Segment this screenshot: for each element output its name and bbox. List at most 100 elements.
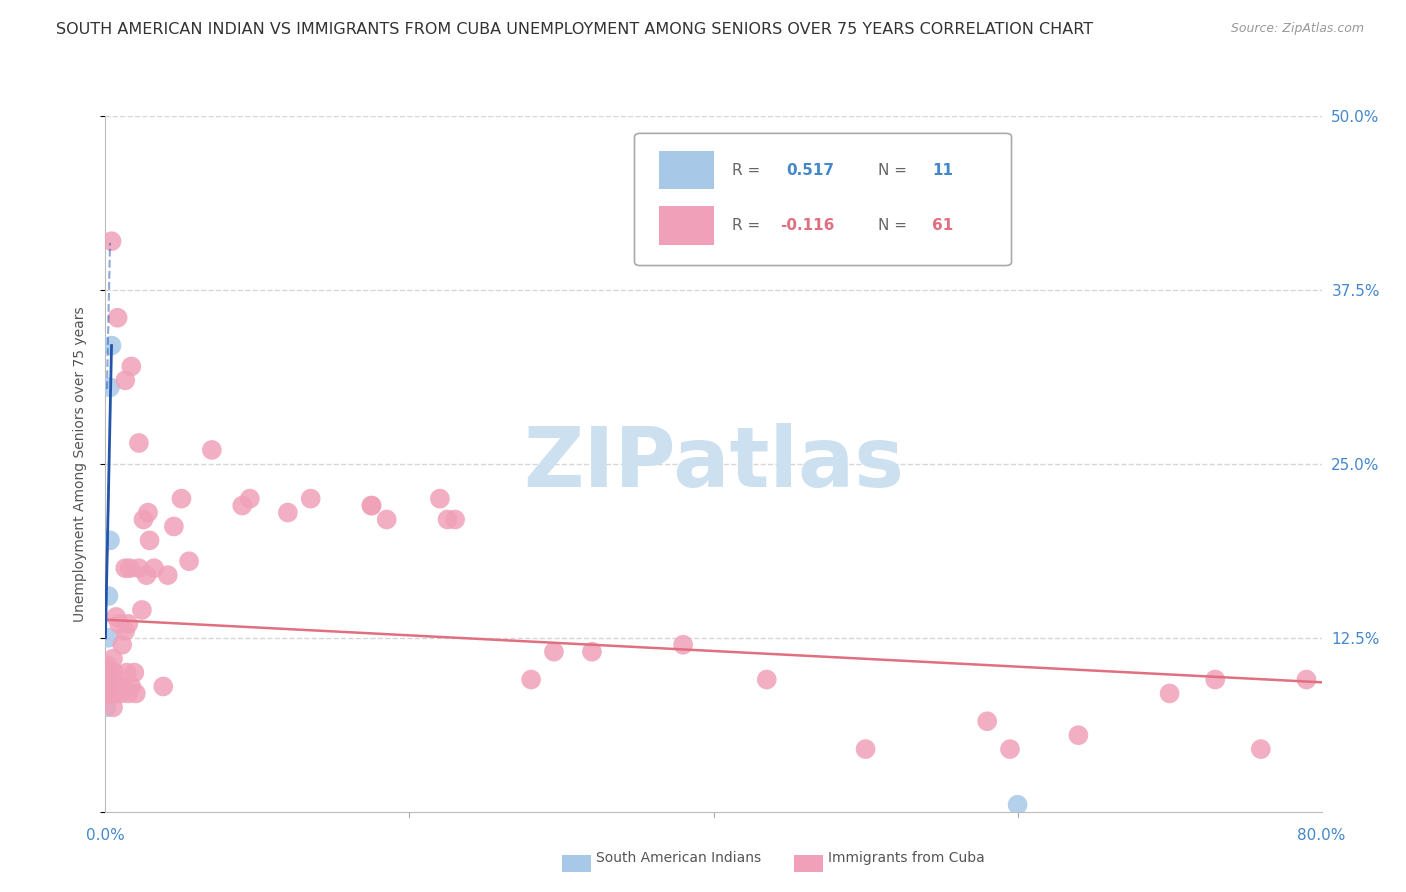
Point	[105, 680, 128, 694]
Point	[108, 680, 131, 694]
Point	[444, 512, 467, 526]
Point	[132, 512, 155, 526]
Text: ZIPatlas: ZIPatlas	[523, 424, 904, 504]
Point	[152, 680, 174, 694]
Point	[96, 658, 118, 673]
Point	[543, 645, 565, 659]
Text: -0.116: -0.116	[780, 219, 835, 234]
Text: R =: R =	[731, 162, 765, 178]
Point	[120, 680, 142, 694]
Point	[118, 561, 141, 575]
Point	[97, 631, 120, 645]
Point	[107, 310, 129, 325]
Point	[100, 665, 122, 680]
Point	[101, 700, 124, 714]
Point	[110, 686, 132, 700]
Point	[231, 499, 253, 513]
Point	[520, 673, 543, 687]
Point	[277, 506, 299, 520]
Point	[143, 561, 166, 575]
Point	[1204, 673, 1226, 687]
Point	[98, 533, 121, 548]
Text: 61: 61	[932, 219, 953, 234]
Point	[114, 373, 136, 387]
Point	[128, 436, 150, 450]
Point	[97, 589, 120, 603]
Point	[100, 338, 122, 352]
Point	[755, 673, 778, 687]
Text: 80.0%: 80.0%	[1298, 828, 1346, 843]
Text: Immigrants from Cuba: Immigrants from Cuba	[828, 851, 984, 865]
FancyBboxPatch shape	[634, 133, 1011, 266]
Point	[156, 568, 179, 582]
Point	[138, 533, 160, 548]
Point	[100, 686, 122, 700]
Point	[1295, 673, 1317, 687]
Point	[360, 499, 382, 513]
Point	[100, 234, 122, 248]
Point	[114, 561, 136, 575]
Point	[97, 673, 120, 687]
Bar	[659, 151, 713, 189]
Point	[96, 700, 118, 714]
Point	[128, 561, 150, 575]
Text: Source: ZipAtlas.com: Source: ZipAtlas.com	[1230, 22, 1364, 36]
Point	[103, 686, 125, 700]
Point	[112, 680, 135, 694]
Text: R =: R =	[731, 219, 765, 234]
Point	[135, 568, 157, 582]
Text: N =: N =	[877, 162, 911, 178]
Point	[239, 491, 262, 506]
Bar	[659, 206, 713, 244]
Point	[136, 506, 159, 520]
Point	[115, 665, 138, 680]
Point	[105, 610, 128, 624]
Point	[1159, 686, 1181, 700]
Text: 0.0%: 0.0%	[86, 828, 125, 843]
Point	[201, 442, 224, 457]
Point	[117, 686, 139, 700]
Point	[120, 359, 142, 374]
Text: 11: 11	[932, 162, 953, 178]
Point	[98, 665, 121, 680]
Text: SOUTH AMERICAN INDIAN VS IMMIGRANTS FROM CUBA UNEMPLOYMENT AMONG SENIORS OVER 75: SOUTH AMERICAN INDIAN VS IMMIGRANTS FROM…	[56, 22, 1094, 37]
Point	[96, 686, 118, 700]
Point	[107, 680, 129, 694]
Text: N =: N =	[877, 219, 911, 234]
Point	[131, 603, 153, 617]
Point	[111, 638, 134, 652]
Point	[1250, 742, 1272, 756]
Point	[170, 491, 193, 506]
Point	[97, 686, 120, 700]
Y-axis label: Unemployment Among Seniors over 75 years: Unemployment Among Seniors over 75 years	[73, 306, 87, 622]
Point	[299, 491, 322, 506]
Point	[429, 491, 451, 506]
Point	[1007, 797, 1029, 812]
Point	[98, 686, 121, 700]
Point	[98, 380, 121, 394]
Point	[117, 616, 139, 631]
Point	[672, 638, 695, 652]
Point	[375, 512, 398, 526]
Point	[114, 624, 136, 638]
Point	[581, 645, 603, 659]
Point	[1067, 728, 1090, 742]
Point	[101, 651, 124, 665]
Point	[855, 742, 877, 756]
Point	[998, 742, 1021, 756]
Point	[101, 680, 124, 694]
Point	[436, 512, 458, 526]
Point	[96, 673, 118, 687]
Point	[97, 665, 120, 680]
Point	[177, 554, 200, 568]
Point	[108, 616, 131, 631]
Text: 0.517: 0.517	[786, 162, 835, 178]
Point	[163, 519, 186, 533]
Point	[360, 499, 382, 513]
Point	[103, 665, 125, 680]
Text: South American Indians: South American Indians	[596, 851, 761, 865]
Point	[125, 686, 148, 700]
Point	[97, 658, 120, 673]
Point	[124, 665, 146, 680]
Point	[976, 714, 998, 729]
